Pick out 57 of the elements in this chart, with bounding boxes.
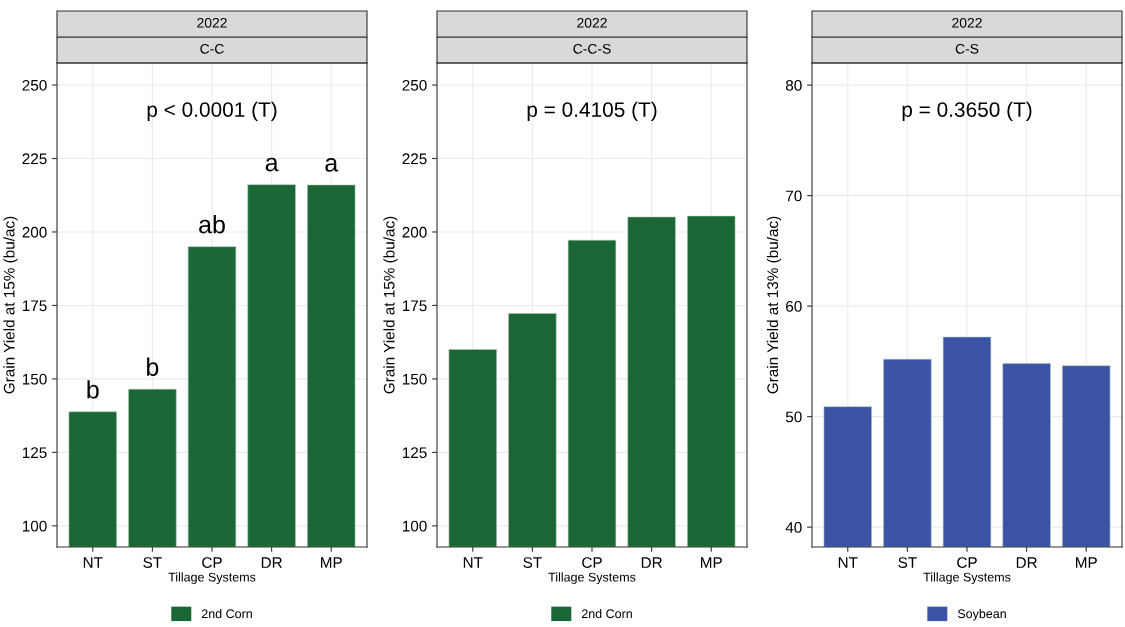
y-tick-label: 175: [402, 300, 427, 312]
x-tick-label: MP: [701, 557, 722, 568]
x-tick-label: DR: [641, 557, 662, 568]
y-tick-label: 50: [785, 411, 802, 423]
annotation: p = 0.3650 (T): [902, 101, 1032, 122]
y-tick-label: 225: [402, 153, 427, 165]
y-tick-label: 70: [786, 190, 802, 202]
y-tick-label: 225: [22, 153, 47, 165]
legend-label: Soybean: [957, 608, 1006, 621]
annotation: p = 0.4105 (T): [527, 101, 657, 122]
legend-label: 2nd Corn: [581, 608, 632, 619]
y-tick-label: 150: [22, 373, 47, 385]
chart-title: 2022: [197, 17, 227, 28]
y-tick-label: 125: [402, 447, 427, 459]
x-tick-label: DR: [1016, 557, 1037, 568]
y-tick-label: 80: [785, 79, 802, 91]
x-axis-title: Tillage Systems: [923, 572, 1011, 585]
x-tick-label: CP: [957, 557, 977, 568]
chart-title: 2022: [952, 17, 982, 28]
annotation: b: [87, 380, 99, 399]
x-tick-label: CP: [202, 557, 222, 568]
y-axis-title: Grain Yield at 15% (bu/ac): [383, 216, 398, 394]
y-tick-label: 250: [22, 79, 47, 91]
annotation: ab: [199, 215, 225, 234]
y-tick-label: 125: [22, 447, 47, 459]
annotation: a: [265, 157, 279, 172]
x-tick-label: MP: [321, 557, 342, 568]
x-tick-label: NT: [83, 557, 103, 568]
x-axis-title: Tillage Systems: [548, 572, 636, 585]
y-tick-label: 200: [402, 226, 427, 238]
y-tick-label: 100: [22, 520, 47, 532]
y-tick-label: 60: [786, 300, 802, 312]
annotation: p < 0.0001 (T): [147, 101, 277, 122]
x-tick-label: NT: [838, 557, 858, 568]
y-axis-title: Grain Yield at 13% (bu/ac): [766, 216, 782, 394]
y-tick-label: 200: [22, 226, 47, 238]
x-tick-label: ST: [523, 557, 542, 568]
chart-subtitle: C-C: [200, 43, 224, 54]
annotation: a: [325, 157, 339, 172]
y-tick-label: 150: [402, 373, 427, 385]
x-tick-label: NT: [463, 557, 483, 568]
x-tick-label: ST: [898, 557, 917, 568]
y-tick-label: 175: [22, 300, 47, 312]
x-tick-label: MP: [1076, 557, 1097, 568]
x-tick-label: ST: [143, 557, 162, 568]
x-axis-title: Tillage Systems: [168, 572, 256, 585]
chart-subtitle: C-S: [955, 43, 979, 54]
x-tick-label: CP: [582, 557, 602, 568]
y-tick-label: 250: [402, 79, 427, 91]
chart-title: 2022: [577, 17, 607, 28]
y-tick-label: 100: [402, 520, 427, 532]
annotation: b: [147, 357, 159, 376]
legend-label: 2nd Corn: [201, 608, 252, 619]
x-tick-label: DR: [261, 557, 282, 568]
y-tick-label: 40: [785, 521, 802, 533]
chart-subtitle: C-C-S: [573, 43, 611, 54]
y-axis-title: Grain Yield at 15% (bu/ac): [3, 216, 18, 394]
